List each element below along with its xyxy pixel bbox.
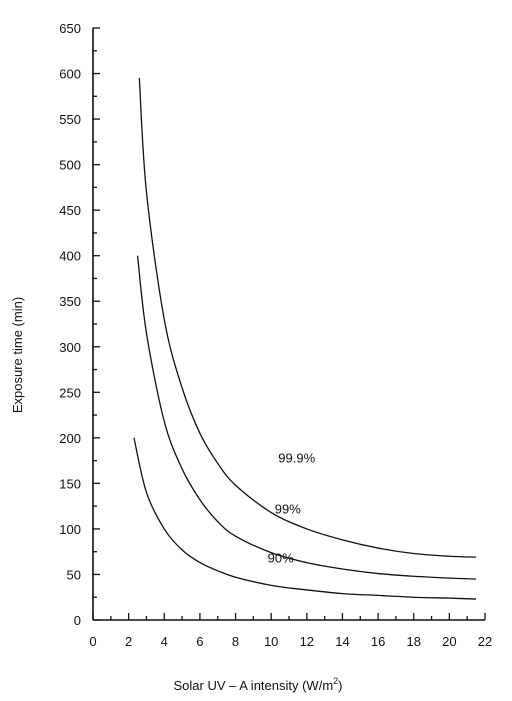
x-tick-label: 0 <box>89 634 96 649</box>
x-tick-label: 20 <box>442 634 456 649</box>
y-tick-label: 150 <box>59 476 81 491</box>
curve-label-90: 90% <box>268 551 294 566</box>
y-tick-label: 200 <box>59 431 81 446</box>
curve-label-99-9: 99.9% <box>278 450 315 465</box>
y-tick-label: 500 <box>59 158 81 173</box>
curve-90-line <box>133 437 477 600</box>
x-axis-title: Solar UV – A intensity (W/m2) <box>173 676 342 693</box>
y-tick-label: 300 <box>59 340 81 355</box>
x-axis-title-main: Solar UV – A intensity (W/m <box>173 678 333 693</box>
y-axis-title: Exposure time (min) <box>10 297 25 413</box>
y-tick-label: 250 <box>59 385 81 400</box>
y-axis: 0 50 100 150 200 250 300 350 400 450 500 550 600 650 <box>59 21 100 628</box>
x-tick-label: 4 <box>161 634 168 649</box>
curve-99-9-line <box>138 78 477 558</box>
x-axis-title-end: ) <box>338 678 342 693</box>
curves <box>133 78 477 600</box>
y-tick-label: 350 <box>59 294 81 309</box>
y-tick-label: 0 <box>74 613 81 628</box>
curve-label-99: 99% <box>275 501 301 516</box>
x-tick-label: 12 <box>300 634 314 649</box>
x-tick-label: 6 <box>196 634 203 649</box>
x-tick-label: 18 <box>406 634 420 649</box>
x-tick-label: 16 <box>371 634 385 649</box>
curve-labels: 99.9% 99% 90% <box>268 450 316 565</box>
y-tick-label: 600 <box>59 67 81 82</box>
y-tick-label: 650 <box>59 21 81 36</box>
x-tick-label: 8 <box>232 634 239 649</box>
y-tick-label: 100 <box>59 522 81 537</box>
y-tick-label: 50 <box>67 567 81 582</box>
x-tick-label: 2 <box>125 634 132 649</box>
x-axis: 0 2 4 6 8 10 12 14 16 18 20 22 <box>89 613 492 649</box>
x-tick-label: 22 <box>478 634 492 649</box>
x-tick-label: 14 <box>335 634 349 649</box>
x-axis-title-superscript: 2 <box>333 676 338 686</box>
y-tick-label: 550 <box>59 112 81 127</box>
x-tick-label: 10 <box>264 634 278 649</box>
curve-99-line <box>136 255 477 580</box>
y-tick-label: 400 <box>59 249 81 264</box>
y-tick-label: 450 <box>59 203 81 218</box>
